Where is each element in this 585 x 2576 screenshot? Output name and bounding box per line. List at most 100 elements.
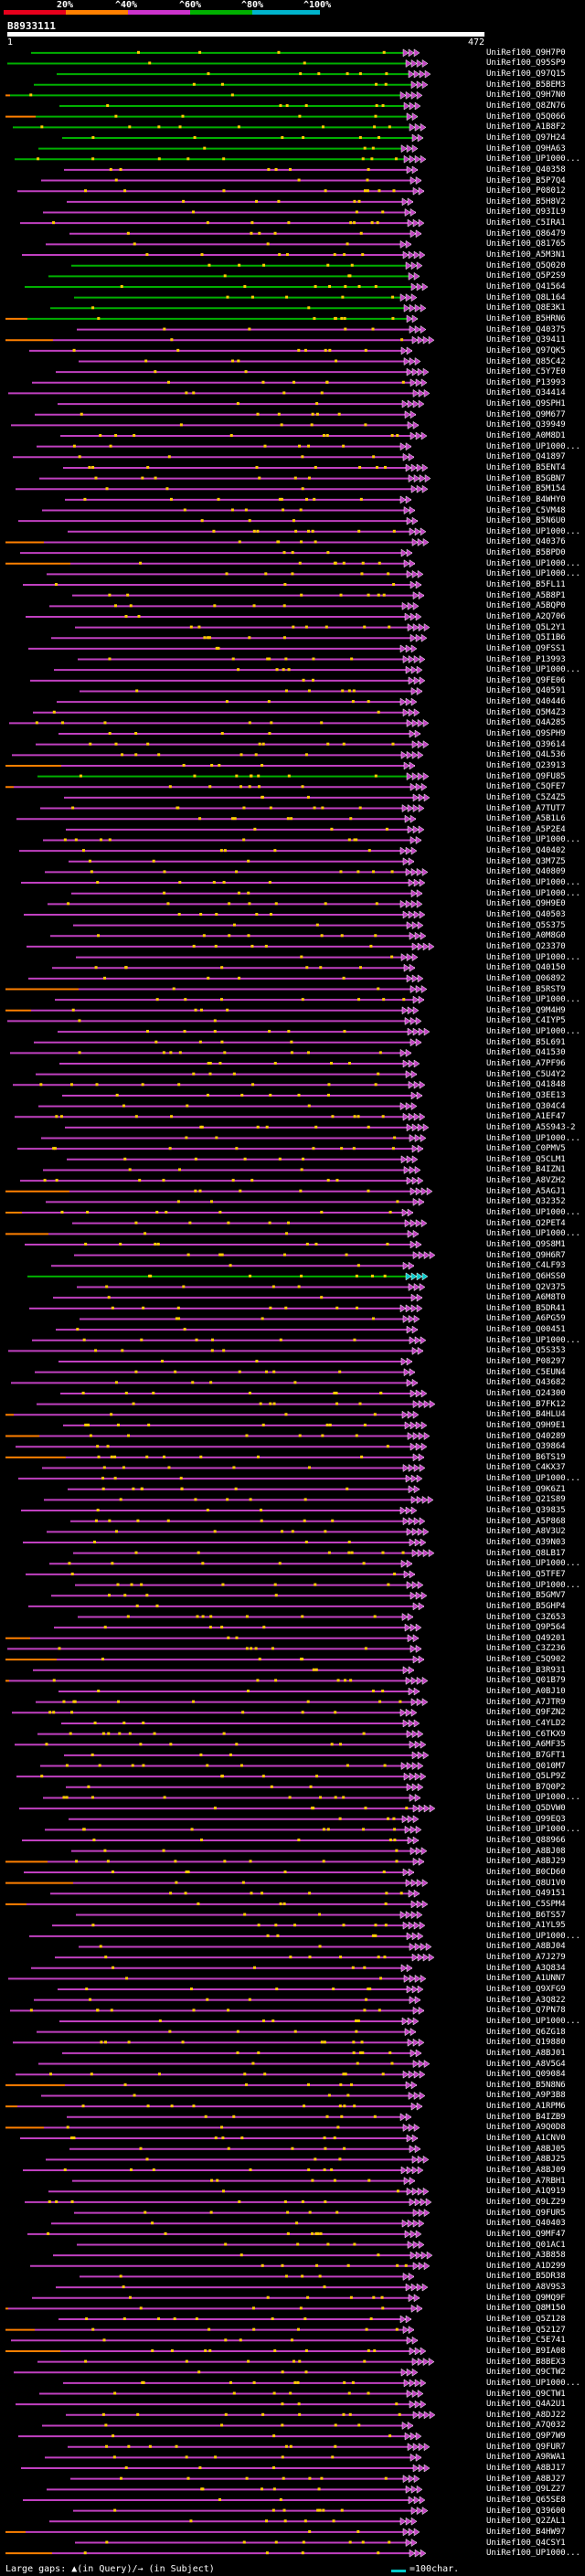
hit-label[interactable]: UniRef100_UP1000... <box>486 1335 580 1345</box>
hit-label[interactable]: UniRef100_C3Z236 <box>486 1644 566 1654</box>
hit-label[interactable]: UniRef100_B7FK12 <box>486 1399 566 1409</box>
hit-label[interactable]: UniRef100_Q9H6R7 <box>486 1250 566 1260</box>
hit-label[interactable]: UniRef100_A2Q706 <box>486 611 566 621</box>
hit-label[interactable]: UniRef100_C4KX37 <box>486 1463 566 1473</box>
hit-label[interactable]: UniRef100_A7JTR9 <box>486 1697 566 1707</box>
hit-label[interactable]: UniRef100_Q40376 <box>486 537 566 547</box>
hit-label[interactable]: UniRef100_A8BJ09 <box>486 2165 566 2175</box>
hit-label[interactable]: UniRef100_A6MF35 <box>486 1740 566 1750</box>
hit-label[interactable]: UniRef100_B4HW97 <box>486 2527 566 2537</box>
hit-label[interactable]: UniRef100_B5GHP4 <box>486 1601 566 1611</box>
hit-label[interactable]: UniRef100_UP1000... <box>486 2549 580 2559</box>
hit-label[interactable]: UniRef100_A7J279 <box>486 1953 566 1963</box>
hit-label[interactable]: UniRef100_Q99EQ3 <box>486 1814 566 1824</box>
hit-label[interactable]: UniRef100_A8BJ27 <box>486 2474 566 2484</box>
hit-label[interactable]: UniRef100_A1RPM6 <box>486 2102 566 2112</box>
hit-label[interactable]: UniRef100_Q9FSS1 <box>486 643 566 653</box>
hit-label[interactable]: UniRef100_C4LF93 <box>486 1261 566 1271</box>
hit-label[interactable]: UniRef100_Q8ZN76 <box>486 101 566 111</box>
hit-label[interactable]: UniRef100_B5L691 <box>486 1037 566 1047</box>
hit-label[interactable]: UniRef100_A1CNV0 <box>486 2134 566 2144</box>
hit-label[interactable]: UniRef100_Q9MF47 <box>486 2229 566 2239</box>
hit-label[interactable]: UniRef100_Q39N03 <box>486 1537 566 1547</box>
hit-label[interactable]: UniRef100_P08297 <box>486 1357 566 1367</box>
hit-label[interactable]: UniRef100_Q5S375 <box>486 920 566 930</box>
hit-label[interactable]: UniRef100_UP1000... <box>486 569 580 579</box>
hit-label[interactable]: UniRef100_A1UNN7 <box>486 1974 566 1984</box>
hit-label[interactable]: UniRef100_B0CD60 <box>486 1867 566 1877</box>
hit-label[interactable]: UniRef100_Q01B79 <box>486 1676 566 1686</box>
hit-label[interactable]: UniRef100_Q6HSS0 <box>486 1271 566 1281</box>
hit-label[interactable]: UniRef100_Q39411 <box>486 335 566 345</box>
hit-label[interactable]: UniRef100_Q86479 <box>486 228 566 239</box>
hit-label[interactable]: UniRef100_Q40402 <box>486 846 566 856</box>
hit-label[interactable]: UniRef100_Q3M7Z5 <box>486 856 566 866</box>
hit-label[interactable]: UniRef100_A5P2E4 <box>486 824 566 834</box>
hit-label[interactable]: UniRef100_Q06892 <box>486 973 566 983</box>
hit-label[interactable]: UniRef100_B4WHY0 <box>486 494 566 504</box>
hit-label[interactable]: UniRef100_Q93IL9 <box>486 207 566 217</box>
hit-label[interactable]: UniRef100_Q41848 <box>486 1080 566 1090</box>
hit-label[interactable]: UniRef100_Q40289 <box>486 1431 566 1441</box>
hit-label[interactable]: UniRef100_Q8LB17 <box>486 1548 566 1558</box>
hit-label[interactable]: UniRef100_C4YLD2 <box>486 1718 566 1728</box>
hit-label[interactable]: UniRef100_Q97QK5 <box>486 345 566 355</box>
hit-label[interactable]: UniRef100_Q39949 <box>486 420 566 430</box>
hit-label[interactable]: UniRef100_Q41897 <box>486 452 566 462</box>
hit-label[interactable]: UniRef100_Q9P564 <box>486 1623 566 1633</box>
hit-label[interactable]: UniRef100_C5U4Y2 <box>486 1069 566 1079</box>
hit-label[interactable]: UniRef100_C5QFE7 <box>486 782 566 792</box>
hit-label[interactable]: UniRef100_C5Q902 <box>486 1655 566 1665</box>
hit-label[interactable]: UniRef100_Q9FU85 <box>486 771 566 781</box>
hit-label[interactable]: UniRef100_Q40591 <box>486 686 566 696</box>
hit-label[interactable]: UniRef100_Q32352 <box>486 1197 566 1207</box>
hit-label[interactable]: UniRef100_Q9SPH1 <box>486 399 566 409</box>
hit-label[interactable]: UniRef100_Q39835 <box>486 1506 566 1516</box>
hit-label[interactable]: UniRef100_Q8M150 <box>486 2304 566 2314</box>
hit-label[interactable]: UniRef100_A3Q822 <box>486 1995 566 2005</box>
hit-label[interactable]: UniRef100_UP1000... <box>486 441 580 451</box>
hit-label[interactable]: UniRef100_P13993 <box>486 377 566 387</box>
hit-label[interactable]: UniRef100_UP1000... <box>486 526 580 536</box>
hit-label[interactable]: UniRef100_A0BJ10 <box>486 1687 566 1696</box>
hit-label[interactable]: UniRef100_B5DR38 <box>486 2272 566 2282</box>
hit-label[interactable]: UniRef100_A5S943-2 <box>486 1122 576 1132</box>
hit-label[interactable]: UniRef100_A5BQP0 <box>486 601 566 611</box>
hit-label[interactable]: UniRef100_B5M154 <box>486 484 566 494</box>
hit-label[interactable]: UniRef100_A3B858 <box>486 2251 566 2261</box>
hit-label[interactable]: UniRef100_A8VZH2 <box>486 1176 566 1186</box>
hit-label[interactable]: UniRef100_UP1000... <box>486 665 580 675</box>
hit-label[interactable]: UniRef100_Q7PN78 <box>486 2006 566 2016</box>
hit-label[interactable]: UniRef100_Q8E3K1 <box>486 303 566 313</box>
hit-label[interactable]: UniRef100_A1Q919 <box>486 2187 566 2197</box>
hit-label[interactable]: UniRef100_Q23913 <box>486 760 566 770</box>
hit-label[interactable]: UniRef100_A1YL95 <box>486 1921 566 1931</box>
hit-label[interactable]: UniRef100_C5SPM4 <box>486 1899 566 1909</box>
hit-label[interactable]: UniRef100_UP1000... <box>486 1133 580 1143</box>
hit-label[interactable]: UniRef100_Q9H9E1 <box>486 1420 566 1430</box>
hit-label[interactable]: UniRef100_Q09084 <box>486 2070 566 2080</box>
hit-label[interactable]: UniRef100_Q49151 <box>486 1889 566 1899</box>
hit-label[interactable]: UniRef100_UP1000... <box>486 952 580 962</box>
hit-label[interactable]: UniRef100_P13993 <box>486 654 566 664</box>
hit-label[interactable]: UniRef100_Q9K6Z1 <box>486 1484 566 1494</box>
hit-label[interactable]: UniRef100_C5E741 <box>486 2336 566 2346</box>
hit-label[interactable]: UniRef100_Q4A2U1 <box>486 2400 566 2410</box>
hit-label[interactable]: UniRef100_Q19880 <box>486 2038 566 2048</box>
hit-label[interactable]: UniRef100_Q2ZAL1 <box>486 2517 566 2527</box>
hit-label[interactable]: UniRef100_A7PF96 <box>486 1059 566 1068</box>
hit-label[interactable]: UniRef100_Q5LP9Z <box>486 1772 566 1782</box>
hit-label[interactable]: UniRef100_Q85C42 <box>486 356 566 366</box>
hit-label[interactable]: UniRef100_Q41564 <box>486 281 566 292</box>
hit-label[interactable]: UniRef100_Q5I1B6 <box>486 633 566 643</box>
hit-label[interactable]: UniRef100_B5DR41 <box>486 1303 566 1313</box>
hit-label[interactable]: UniRef100_Q40809 <box>486 867 566 877</box>
hit-label[interactable]: UniRef100_Q9LZ29 <box>486 2197 566 2207</box>
hit-label[interactable]: UniRef100_B5BPD0 <box>486 548 566 558</box>
hit-label[interactable]: UniRef100_B3R931 <box>486 1665 566 1675</box>
hit-label[interactable]: UniRef100_A8BJ04 <box>486 1942 566 1952</box>
hit-label[interactable]: UniRef100_A6M8T0 <box>486 1293 566 1303</box>
hit-label[interactable]: UniRef100_UP1000... <box>486 2378 580 2388</box>
hit-label[interactable]: UniRef100_Q010M7 <box>486 1761 566 1771</box>
hit-label[interactable]: UniRef100_A9P3B8 <box>486 2091 566 2101</box>
